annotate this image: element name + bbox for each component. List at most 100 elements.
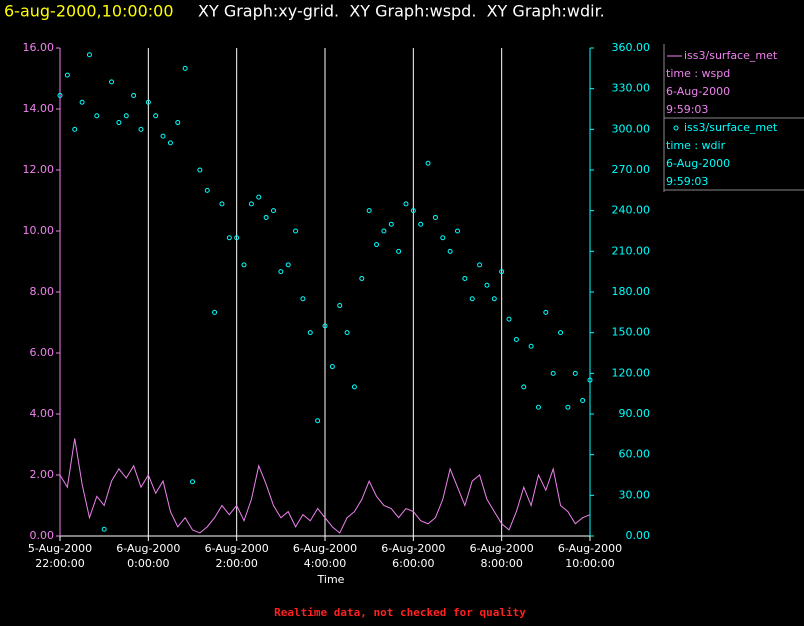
wdir-point xyxy=(175,120,181,126)
y2-tick-label: 60.00 xyxy=(619,448,651,461)
wdir-point xyxy=(491,296,497,302)
wdir-point xyxy=(270,208,276,214)
legend-info: time : wdir xyxy=(666,139,726,152)
wdir-point xyxy=(403,201,409,207)
y2-tick-label: 240.00 xyxy=(612,204,651,217)
x-tick-label: 10:00:00 xyxy=(565,557,614,570)
y2-tick-label: 150.00 xyxy=(612,326,651,339)
x-tick-label: 6-Aug-2000 xyxy=(293,542,357,555)
wdir-point xyxy=(109,79,115,85)
wdir-point xyxy=(131,92,137,98)
wdir-point xyxy=(359,275,365,281)
wdir-point xyxy=(351,384,357,390)
y2-tick-label: 90.00 xyxy=(619,407,651,420)
wdir-point xyxy=(86,52,92,58)
y2-tick-label: 30.00 xyxy=(619,488,651,501)
wdir-point xyxy=(197,167,203,173)
y-tick-label: 14.00 xyxy=(23,102,55,115)
wdir-point xyxy=(57,92,63,98)
wdir-point xyxy=(234,235,240,241)
wdir-point xyxy=(219,201,225,207)
legend-info: 6-Aug-2000 xyxy=(666,85,730,98)
wdir-point xyxy=(513,336,519,342)
wdir-point xyxy=(94,113,100,119)
wdir-point xyxy=(101,526,107,532)
y-tick-label: 10.00 xyxy=(23,224,55,237)
legend-info: time : wspd xyxy=(666,67,730,80)
wdir-point xyxy=(226,235,232,241)
wdir-point xyxy=(535,404,541,410)
y2-tick-label: 0.00 xyxy=(626,529,651,542)
legend-info: 6-Aug-2000 xyxy=(666,157,730,170)
wdir-point xyxy=(543,309,549,315)
wdir-point xyxy=(145,99,151,105)
wdir-point xyxy=(432,214,438,220)
wdir-point xyxy=(565,404,571,410)
y2-tick-label: 300.00 xyxy=(612,122,651,135)
y2-tick-label: 210.00 xyxy=(612,244,651,257)
wdir-point xyxy=(381,228,387,234)
wdir-point xyxy=(160,133,166,139)
wdir-point xyxy=(116,120,122,126)
y-tick-label: 8.00 xyxy=(30,285,55,298)
y2-tick-label: 120.00 xyxy=(612,366,651,379)
y-tick-label: 6.00 xyxy=(30,346,55,359)
x-tick-label: 6-Aug-2000 xyxy=(116,542,180,555)
y2-tick-label: 360.00 xyxy=(612,41,651,54)
wdir-point xyxy=(462,275,468,281)
wdir-point xyxy=(344,330,350,336)
wdir-point xyxy=(572,370,578,376)
wdir-point xyxy=(138,126,144,132)
y2-tick-label: 330.00 xyxy=(612,82,651,95)
wdir-point xyxy=(499,269,505,275)
x-tick-label: 6-Aug-2000 xyxy=(558,542,622,555)
wdir-point xyxy=(315,418,321,424)
wdir-point xyxy=(396,248,402,254)
wdir-point xyxy=(410,208,416,214)
wdir-point xyxy=(293,228,299,234)
y-tick-label: 0.00 xyxy=(30,529,55,542)
wdir-point xyxy=(521,384,527,390)
wdir-point xyxy=(322,323,328,329)
wdir-point xyxy=(550,370,556,376)
y-tick-label: 4.00 xyxy=(30,407,55,420)
x-tick-label: 22:00:00 xyxy=(35,557,84,570)
x-tick-label: 2:00:00 xyxy=(215,557,257,570)
wdir-point xyxy=(241,262,247,268)
wdir-point xyxy=(558,330,564,336)
wdir-point xyxy=(337,303,343,309)
legend-info: 9:59:03 xyxy=(666,175,708,188)
wdir-point xyxy=(256,194,262,200)
wdir-point xyxy=(204,187,210,193)
wdir-point xyxy=(182,65,188,71)
wdir-point xyxy=(425,160,431,166)
y-tick-label: 12.00 xyxy=(23,163,55,176)
x-tick-label: 8:00:00 xyxy=(480,557,522,570)
y-tick-label: 2.00 xyxy=(30,468,55,481)
x-axis-label: Time xyxy=(317,573,345,586)
wdir-point xyxy=(167,140,173,146)
wdir-point xyxy=(329,364,335,370)
wdir-point xyxy=(190,479,195,485)
x-tick-label: 6-Aug-2000 xyxy=(470,542,534,555)
y-tick-label: 16.00 xyxy=(23,41,55,54)
wdir-point xyxy=(263,214,269,220)
wdir-point xyxy=(64,72,70,78)
y2-tick-label: 180.00 xyxy=(612,285,651,298)
wdir-point xyxy=(153,113,159,119)
x-tick-label: 5-Aug-2000 xyxy=(28,542,92,555)
wdir-point xyxy=(248,201,254,207)
x-tick-label: 4:00:00 xyxy=(304,557,346,570)
legend-label: iss3/surface_met xyxy=(684,49,778,62)
wdir-point xyxy=(440,235,446,241)
wdir-point xyxy=(580,397,586,403)
legend-symbol xyxy=(673,125,679,131)
x-tick-label: 6-Aug-2000 xyxy=(205,542,269,555)
x-tick-label: 6:00:00 xyxy=(392,557,434,570)
wdir-point xyxy=(469,296,475,302)
legend-label: iss3/surface_met xyxy=(684,121,778,134)
y2-tick-label: 270.00 xyxy=(612,163,651,176)
x-tick-label: 6-Aug-2000 xyxy=(381,542,445,555)
chart-title: XY Graph:xy-grid. XY Graph:wspd. XY Grap… xyxy=(198,2,605,21)
x-tick-label: 0:00:00 xyxy=(127,557,169,570)
